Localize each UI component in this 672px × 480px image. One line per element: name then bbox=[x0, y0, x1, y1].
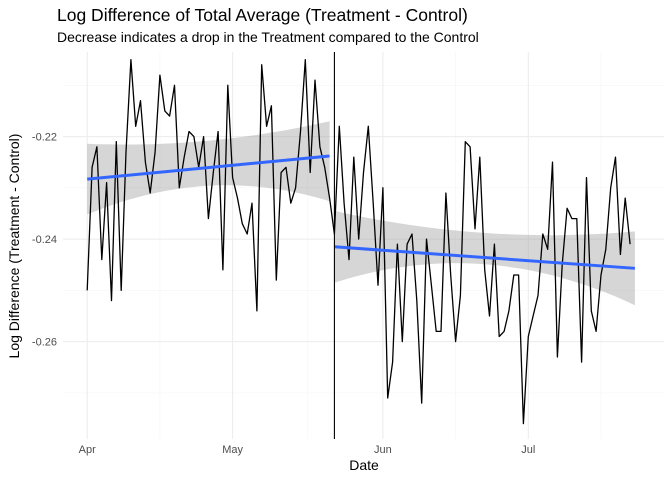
y-axis-title: Log Difference (Treatment - Control) bbox=[6, 134, 22, 359]
x-tick-label: Apr bbox=[79, 444, 96, 456]
y-tick-labels: -0.26 -0.24 -0.22 bbox=[32, 132, 57, 349]
trend-line bbox=[334, 245, 636, 270]
chart-title: Log Difference of Total Average (Treatme… bbox=[57, 5, 468, 25]
y-tick-label: -0.26 bbox=[32, 337, 57, 349]
x-axis-title: Date bbox=[349, 457, 379, 473]
trend-lines bbox=[87, 154, 636, 270]
trend-line bbox=[87, 154, 330, 181]
chart-subtitle: Decrease indicates a drop in the Treatme… bbox=[57, 29, 479, 45]
y-tick-label: -0.22 bbox=[32, 132, 57, 144]
x-tick-labels: Apr May Jun Jul bbox=[79, 444, 536, 456]
y-tick-label: -0.24 bbox=[32, 234, 57, 246]
series-line bbox=[86, 59, 631, 425]
x-tick-label: May bbox=[222, 444, 243, 456]
x-tick-label: Jun bbox=[374, 444, 392, 456]
series-layer bbox=[86, 59, 631, 425]
x-tick-label: Jul bbox=[521, 444, 535, 456]
